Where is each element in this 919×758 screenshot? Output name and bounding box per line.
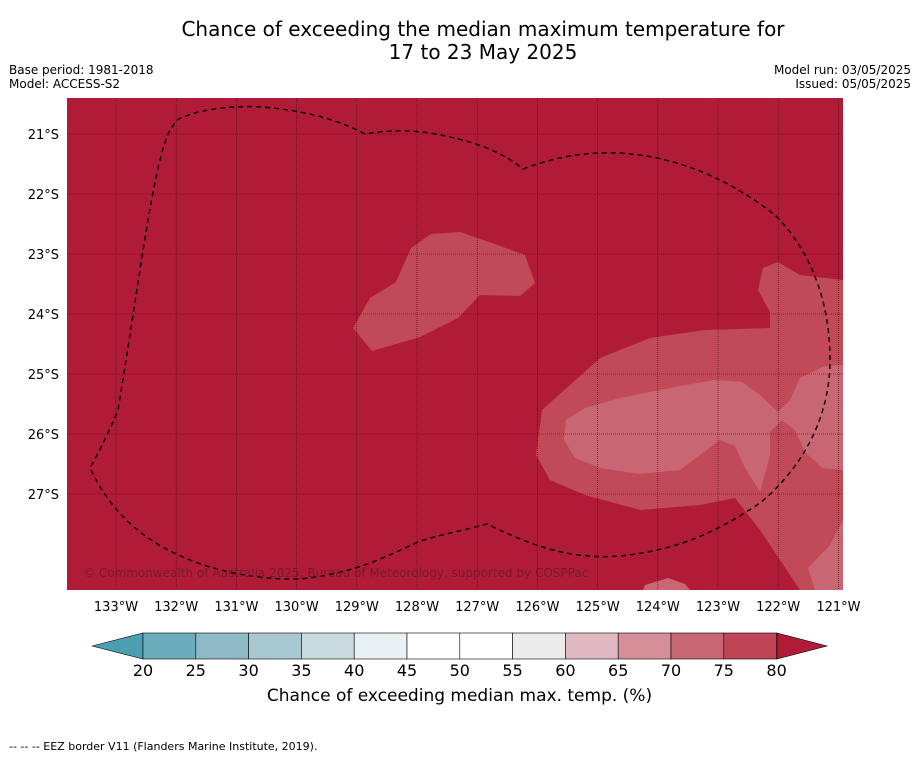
colorbar-swatch	[301, 632, 355, 660]
eez-legend-note: -- -- -- EEZ border V11 (Flanders Marine…	[9, 740, 318, 753]
colorbar-swatch	[512, 632, 566, 660]
eez-border	[89, 105, 831, 580]
longitude-labels: 133°W 132°W 131°W 130°W 129°W 128°W 127°W 126°W…	[94, 600, 861, 615]
latitude-label: 26°S	[28, 428, 59, 443]
colorbar-tick-label: 50	[450, 661, 470, 680]
colorbar-tick-label: 60	[555, 661, 575, 680]
colorbar-tick-label: 30	[238, 661, 258, 680]
longitude-label: 125°W	[576, 600, 620, 615]
colorbar-tick-label: 70	[661, 661, 681, 680]
longitude-label: 122°W	[756, 600, 800, 615]
longitude-label: 124°W	[636, 600, 680, 615]
colorbar-tick-label: 25	[186, 661, 206, 680]
copyright-credit: © Commonwealth of Australia 2025, Bureau…	[83, 566, 589, 580]
longitude-label: 123°W	[696, 600, 740, 615]
title-line-1: Chance of exceeding the median maximum t…	[181, 17, 785, 41]
colorbar-title: Chance of exceeding median max. temp. (%…	[266, 686, 653, 706]
longitude-label: 130°W	[275, 600, 319, 615]
model-run-text: Model run: 03/05/2025	[773, 63, 911, 77]
longitude-label: 131°W	[214, 600, 258, 615]
colorbar-high-extend	[776, 632, 829, 660]
probability-band-70-75	[353, 232, 535, 351]
latitude-label: 22°S	[28, 188, 59, 203]
base-period-text: Base period: 1981-2018	[9, 63, 154, 77]
colorbar-swatch	[142, 632, 197, 660]
longitude-label: 129°W	[335, 600, 379, 615]
latitude-label: 27°S	[28, 488, 59, 503]
colorbar-swatch	[617, 632, 672, 660]
meta-left: Base period: 1981-2018 Model: ACCESS-S2	[9, 63, 154, 91]
longitude-label: 126°W	[515, 600, 559, 615]
issued-text: Issued: 05/05/2025	[795, 77, 911, 91]
longitude-label: 127°W	[455, 600, 499, 615]
colorbar-tick-label: 80	[766, 661, 786, 680]
colorbar-swatch	[670, 632, 725, 660]
colorbar-swatch	[723, 632, 777, 660]
colorbar-tick-label: 55	[502, 661, 522, 680]
longitude-label: 121°W	[816, 600, 860, 615]
model-text: Model: ACCESS-S2	[9, 77, 121, 91]
probability-band-70-75	[643, 578, 690, 590]
colorbar-swatch	[353, 632, 408, 660]
longitude-label: 128°W	[395, 600, 439, 615]
colorbar-swatch	[459, 632, 513, 660]
colorbar-tick-label: 45	[397, 661, 417, 680]
colorbar-swatch	[565, 632, 619, 660]
latitude-label: 25°S	[28, 368, 59, 383]
title-line-2: 17 to 23 May 2025	[388, 40, 578, 64]
latitude-labels: 21°S 22°S 23°S 24°S 25°S 26°S 27°S	[28, 128, 59, 503]
map-title: Chance of exceeding the median maximum t…	[0, 18, 919, 64]
colorbar-tick-label: 20	[133, 661, 153, 680]
colorbar-swatch	[406, 632, 461, 660]
latitude-label: 21°S	[28, 128, 59, 143]
longitude-label: 132°W	[154, 600, 198, 615]
latitude-label: 23°S	[28, 248, 59, 263]
colorbar-tick-label: 35	[291, 661, 311, 680]
probability-band-75-80	[564, 365, 843, 590]
latitude-label: 24°S	[28, 308, 59, 323]
colorbar-tick-label: 75	[714, 661, 734, 680]
colorbar-low-extend	[91, 632, 144, 660]
colorbar-swatch	[195, 632, 249, 660]
colorbar-tick-label: 65	[608, 661, 628, 680]
colorbar-swatch	[248, 632, 302, 660]
longitude-label: 133°W	[94, 600, 138, 615]
colorbar-tick-label: 40	[344, 661, 364, 680]
meta-right: Model run: 03/05/2025 Issued: 05/05/2025	[774, 63, 911, 91]
colorbar: 20 25 30 35 40 45 50 55 60 65 70 75 80	[91, 632, 829, 680]
